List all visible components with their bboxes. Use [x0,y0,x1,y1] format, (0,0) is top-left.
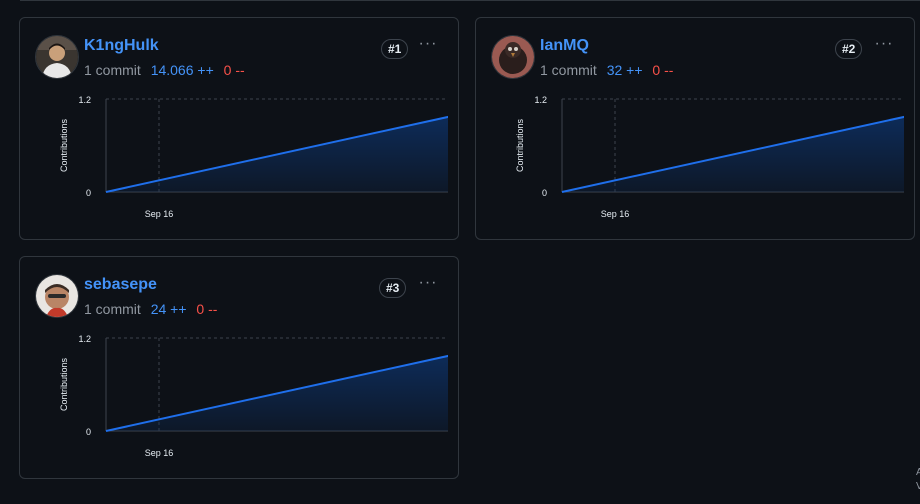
contributor-username-link[interactable]: K1ngHulk [84,37,159,54]
contribution-chart: 1.2 0 Sep 16 Contributions [38,331,462,466]
commit-count[interactable]: 1 commit [84,301,141,317]
more-options-icon[interactable]: ··· [874,35,894,52]
avatar-photo-person-icon [36,275,78,317]
rank-badge: #3 [379,278,407,298]
y-axis-label: Contributions [515,118,525,172]
contributor-username-link[interactable]: IanMQ [540,37,589,54]
more-options-icon[interactable]: ··· [418,35,438,52]
x-tick-label: Sep 16 [145,448,174,458]
rank-badge: #2 [835,39,863,59]
contribution-chart-svg: 1.2 0 Sep 16 Contributions [59,334,462,458]
y-tick-label: 0 [86,188,91,198]
contribution-chart: 1.2 0 Sep 16 Contributions [494,92,918,227]
rank-badge: #1 [381,39,409,59]
contribution-chart-svg: 1.2 0 Sep 16 Contributions [515,95,918,219]
avatar[interactable] [35,35,79,79]
y-tick-label: 0 [542,188,547,198]
contributor-username-link[interactable]: sebasepe [84,276,157,293]
more-options-icon[interactable]: ··· [418,274,438,291]
y-axis-label: Contributions [59,357,69,411]
contributor-stats: 1 commit 24 ++ 0 -- [84,301,217,317]
additions-count: 24 ++ [150,301,187,317]
section-divider [20,0,920,1]
contributor-card-2: IanMQ 1 commit 32 ++ 0 -- #2 ··· 1.2 0 Sep… [475,17,918,240]
contributor-stats: 1 commit 14.066 ++ 0 -- [84,62,245,78]
avatar-bird-icon [492,36,534,78]
corner-text: A V [916,467,920,492]
deletions-count: 0 -- [196,301,218,317]
additions-count: 32 ++ [606,62,643,78]
deletions-count: 0 -- [223,62,245,78]
contribution-chart-svg: 1.2 0 Sep 16 Contributions [59,95,462,219]
contributor-card-1: K1ngHulk 1 commit 14.066 ++ 0 -- #1 ··· … [19,17,462,240]
commit-count[interactable]: 1 commit [84,62,141,78]
y-axis-label: Contributions [59,118,69,172]
deletions-count: 0 -- [652,62,674,78]
y-tick-label: 1.2 [78,95,91,105]
x-tick-label: Sep 16 [601,209,630,219]
avatar[interactable] [35,274,79,318]
additions-count: 14.066 ++ [150,62,214,78]
y-tick-label: 1.2 [534,95,547,105]
x-tick-label: Sep 16 [145,209,174,219]
series-line [105,113,460,193]
series-line [105,352,460,432]
commit-count[interactable]: 1 commit [540,62,597,78]
avatar-photo-person-icon [36,36,78,78]
avatar[interactable] [491,35,535,79]
contributor-stats: 1 commit 32 ++ 0 -- [540,62,673,78]
contribution-chart: 1.2 0 Sep 16 Contributions [38,92,462,227]
y-tick-label: 0 [86,427,91,437]
series-line [561,113,916,193]
contributor-card-3: sebasepe 1 commit 24 ++ 0 -- #3 ··· 1.2 0… [19,256,462,479]
y-tick-label: 1.2 [78,334,91,344]
